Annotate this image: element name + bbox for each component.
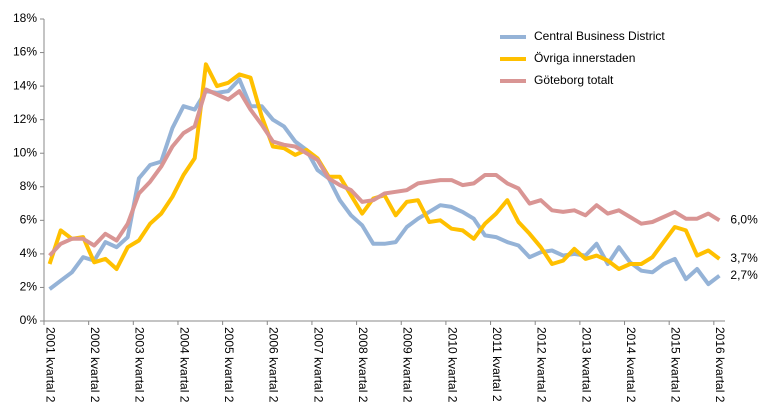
x-tick-label: 2006 kvartal 2 [267,327,281,403]
x-tick-label: 2012 kvartal 2 [535,327,549,403]
x-tick-label: 2016 kvartal 2 [713,327,727,403]
line-series [48,87,721,257]
line-series [48,77,721,291]
y-tick-label: 0% [20,313,38,327]
x-tick-label: 2010 kvartal 2 [445,327,459,403]
x-tick-label: 2004 kvartal 2 [177,327,191,403]
y-tick-label: 2% [20,280,38,294]
x-tick-label: 2003 kvartal 2 [133,327,147,403]
y-tick-label: 12% [13,112,37,126]
x-tick-label: 2001 kvartal 2 [43,327,57,403]
value-label: 2,7% [730,268,758,282]
x-tick-label: 2014 kvartal 2 [624,327,638,403]
legend-label: Central Business District [534,29,665,43]
y-tick-label: 4% [20,246,38,260]
legend-label: Övriga innerstaden [534,51,635,65]
y-tick-label: 18% [13,11,37,25]
y-tick-label: 10% [13,145,37,159]
value-label: 6,0% [730,213,758,227]
x-tick-label: 2015 kvartal 2 [669,327,683,403]
x-tick-label: 2007 kvartal 2 [311,327,325,403]
x-tick-label: 2002 kvartal 2 [88,327,102,403]
y-tick-label: 8% [20,179,38,193]
x-tick-label: 2013 kvartal 2 [579,327,593,403]
y-tick-label: 6% [20,213,38,227]
x-tick-label: 2008 kvartal 2 [356,327,370,403]
y-tick-label: 14% [13,78,37,92]
x-tick-label: 2009 kvartal 2 [401,327,415,403]
legend-label: Göteborg totalt [534,73,614,87]
y-tick-label: 16% [13,45,37,59]
x-tick-label: 2005 kvartal 2 [222,327,236,403]
value-label: 3,7% [730,251,758,265]
x-tick-label: 2011 kvartal 2 [490,327,504,402]
